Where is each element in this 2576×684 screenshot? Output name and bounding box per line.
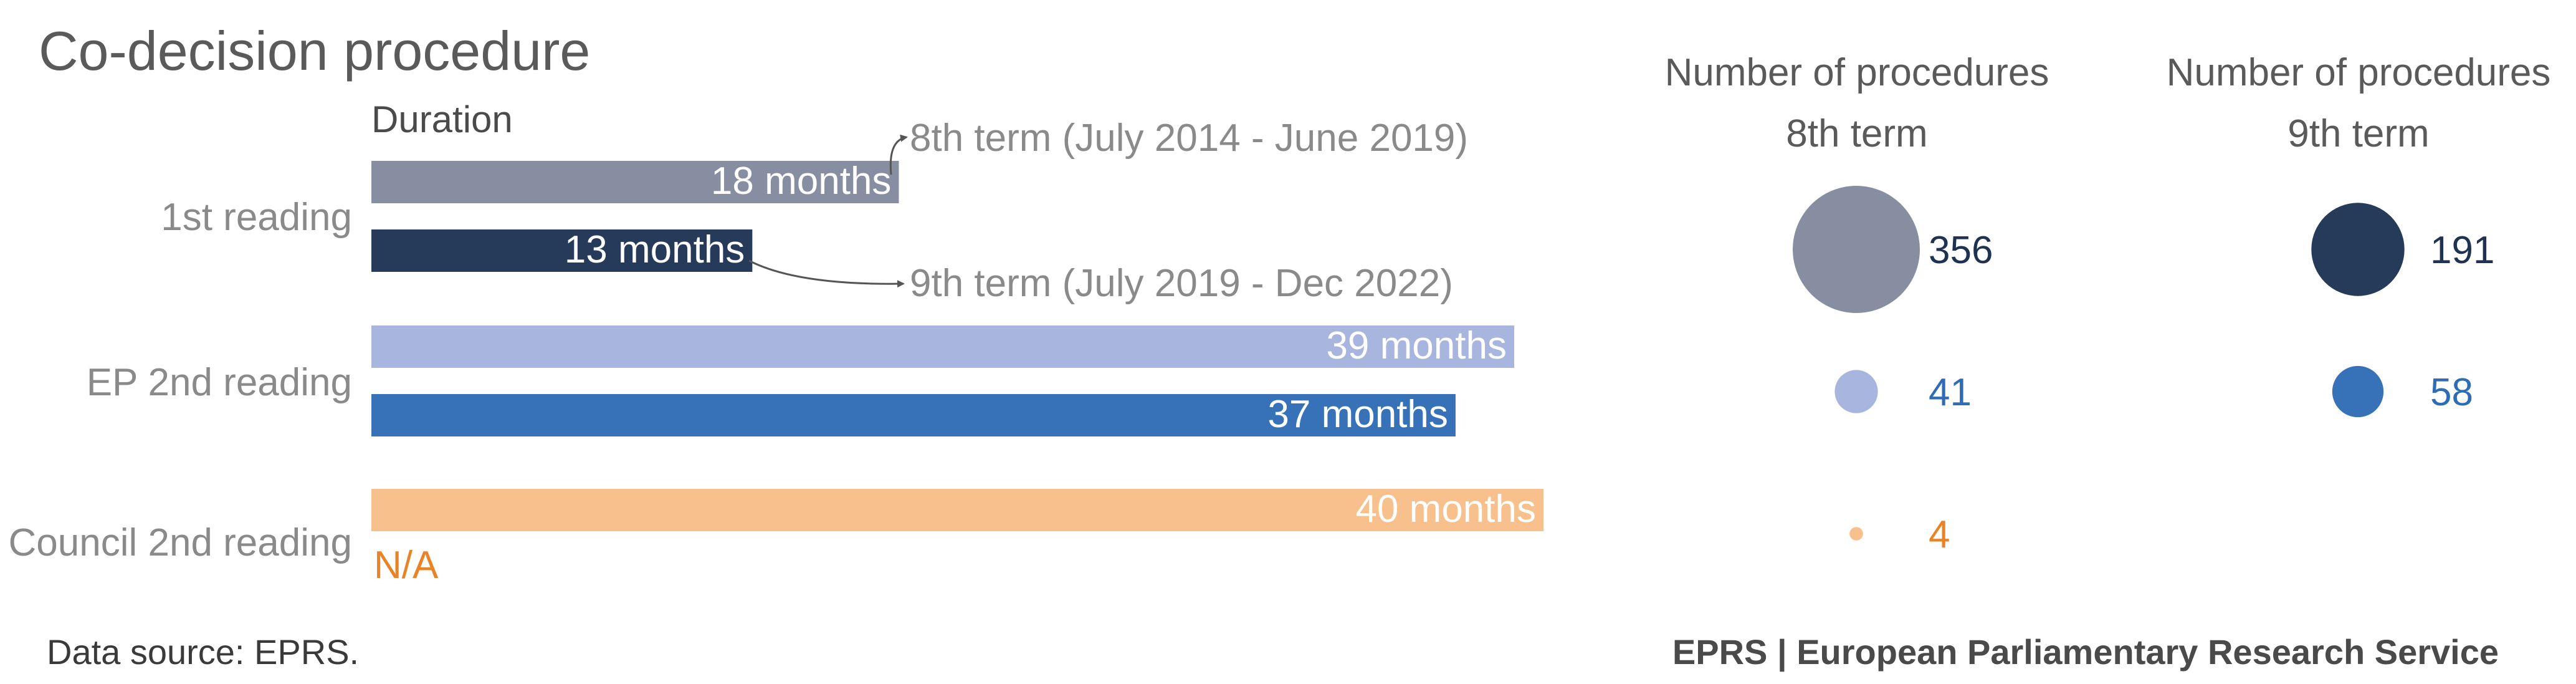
- procedure-bubble-2-1: [2311, 203, 2405, 296]
- eprs-credit: EPRS | European Parliamentary Research S…: [1672, 632, 2499, 672]
- annotation-arrow-8th-term: [889, 134, 908, 175]
- bar-1-2: [371, 325, 1514, 368]
- bar-2-2: [371, 394, 1456, 436]
- procedure-bubble-1-2: [1834, 370, 1878, 413]
- data-source: Data source: EPRS.: [47, 632, 359, 672]
- bar-label-1-1: 18 months: [711, 160, 892, 203]
- bar-2-1: [371, 229, 753, 272]
- series-annotation-9th-term: 9th term (July 2019 - Dec 2022): [910, 262, 1453, 305]
- bar-1-1: [371, 161, 899, 203]
- bar-label-1-2: 39 months: [1326, 324, 1507, 367]
- procedure-count-2-2: 58: [2430, 371, 2473, 414]
- procedure-bubble-1-1: [1793, 186, 1920, 313]
- procedure-count-1-1: 356: [1929, 229, 1993, 272]
- procedure-count-2-1: 191: [2430, 229, 2494, 272]
- procedures-9th-heading-line2: 9th term: [2287, 112, 2429, 155]
- category-label-3: Council 2nd reading: [9, 521, 353, 564]
- bar-label-1-3: 40 months: [1355, 488, 1536, 531]
- bars-group: 18 months 39 months 40 months 13 months 37 m…: [371, 160, 1543, 587]
- duration-label: Duration: [371, 99, 513, 140]
- bar-1-3: [371, 489, 1543, 531]
- procedures-9th-heading-line1: Number of procedures: [2167, 51, 2551, 94]
- data-label-2-3: N/A: [374, 544, 439, 587]
- category-label-1: 1st reading: [161, 196, 352, 239]
- procedure-count-1-3: 4: [1929, 513, 1950, 556]
- procedures-8th-heading-line1: Number of procedures: [1665, 51, 2049, 94]
- bar-label-2-1: 13 months: [565, 228, 745, 271]
- procedure-count-1-2: 41: [1929, 371, 1972, 414]
- series-annotation-8th-term: 8th term (July 2014 - June 2019): [910, 117, 1468, 160]
- category-label-2: EP 2nd reading: [87, 361, 352, 404]
- annotation-arrow-9th-term: [748, 259, 905, 288]
- procedure-bubble-2-2: [2332, 365, 2384, 418]
- bubbles-group: 356 41 4 191 58: [1793, 186, 2494, 556]
- bar-label-2-2: 37 months: [1267, 393, 1448, 436]
- procedure-bubble-1-3: [1849, 527, 1863, 541]
- chart-title: Co-decision procedure: [39, 20, 590, 82]
- procedures-8th-heading-line2: 8th term: [1786, 112, 1927, 155]
